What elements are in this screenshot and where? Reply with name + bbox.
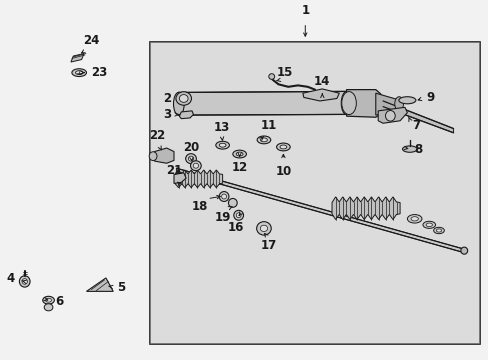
Ellipse shape [173, 92, 184, 115]
Text: 19: 19 [214, 211, 230, 224]
Ellipse shape [185, 154, 196, 163]
Ellipse shape [193, 163, 198, 168]
Ellipse shape [407, 215, 421, 223]
Ellipse shape [460, 247, 467, 254]
Ellipse shape [260, 225, 267, 231]
Text: 14: 14 [313, 75, 330, 88]
Polygon shape [179, 91, 346, 115]
Polygon shape [154, 148, 174, 163]
Ellipse shape [402, 146, 416, 152]
Polygon shape [174, 173, 186, 183]
Text: 17: 17 [260, 239, 276, 252]
Text: 4: 4 [6, 273, 15, 285]
Ellipse shape [341, 91, 351, 114]
Text: 24: 24 [83, 34, 100, 47]
Ellipse shape [268, 74, 274, 79]
Ellipse shape [22, 279, 27, 284]
Polygon shape [377, 107, 407, 123]
Ellipse shape [232, 150, 246, 158]
Polygon shape [382, 101, 453, 133]
Text: 21: 21 [165, 165, 182, 177]
Text: 15: 15 [276, 66, 292, 79]
Ellipse shape [435, 229, 441, 232]
Text: 7: 7 [411, 118, 420, 131]
Ellipse shape [219, 192, 228, 202]
Polygon shape [71, 54, 84, 62]
Text: 3: 3 [163, 108, 171, 121]
Bar [149, 42, 479, 345]
Ellipse shape [228, 198, 237, 207]
Text: 8: 8 [414, 143, 422, 156]
Ellipse shape [179, 95, 188, 102]
Ellipse shape [394, 97, 403, 111]
Ellipse shape [215, 141, 229, 149]
Text: 18: 18 [191, 200, 207, 213]
Ellipse shape [341, 91, 356, 114]
Polygon shape [375, 93, 402, 115]
Bar [149, 42, 479, 345]
Ellipse shape [276, 143, 289, 151]
Ellipse shape [280, 145, 286, 149]
Ellipse shape [42, 296, 54, 304]
Ellipse shape [44, 304, 53, 311]
Text: 10: 10 [275, 165, 291, 178]
Polygon shape [302, 89, 339, 101]
Ellipse shape [236, 152, 243, 156]
Text: 11: 11 [260, 119, 276, 132]
Ellipse shape [256, 222, 271, 235]
Text: 22: 22 [148, 129, 165, 142]
Ellipse shape [425, 223, 431, 226]
Text: 1: 1 [301, 4, 309, 17]
Ellipse shape [422, 221, 435, 228]
Text: 13: 13 [213, 121, 229, 134]
Polygon shape [175, 170, 222, 188]
Ellipse shape [188, 156, 193, 161]
Ellipse shape [190, 161, 201, 171]
Ellipse shape [260, 138, 267, 142]
Polygon shape [86, 278, 113, 291]
Text: 2: 2 [163, 92, 171, 105]
Polygon shape [346, 90, 382, 117]
Ellipse shape [236, 213, 241, 218]
Text: 16: 16 [227, 221, 244, 234]
Ellipse shape [75, 71, 82, 75]
Ellipse shape [410, 217, 417, 221]
Text: 12: 12 [231, 161, 247, 174]
Ellipse shape [221, 194, 226, 199]
Ellipse shape [72, 69, 86, 77]
Ellipse shape [45, 298, 51, 302]
Ellipse shape [398, 97, 415, 104]
Ellipse shape [257, 136, 270, 144]
Text: 23: 23 [91, 66, 107, 79]
Polygon shape [331, 197, 399, 220]
Ellipse shape [433, 227, 444, 234]
Ellipse shape [385, 111, 394, 121]
Ellipse shape [219, 143, 225, 147]
Text: 20: 20 [183, 141, 199, 154]
Ellipse shape [20, 276, 30, 287]
Ellipse shape [233, 210, 243, 220]
Ellipse shape [149, 152, 157, 161]
Text: 5: 5 [116, 281, 124, 294]
Text: 9: 9 [426, 91, 434, 104]
Text: 6: 6 [55, 296, 63, 309]
Ellipse shape [176, 92, 191, 105]
Polygon shape [179, 111, 193, 119]
Polygon shape [176, 168, 462, 252]
